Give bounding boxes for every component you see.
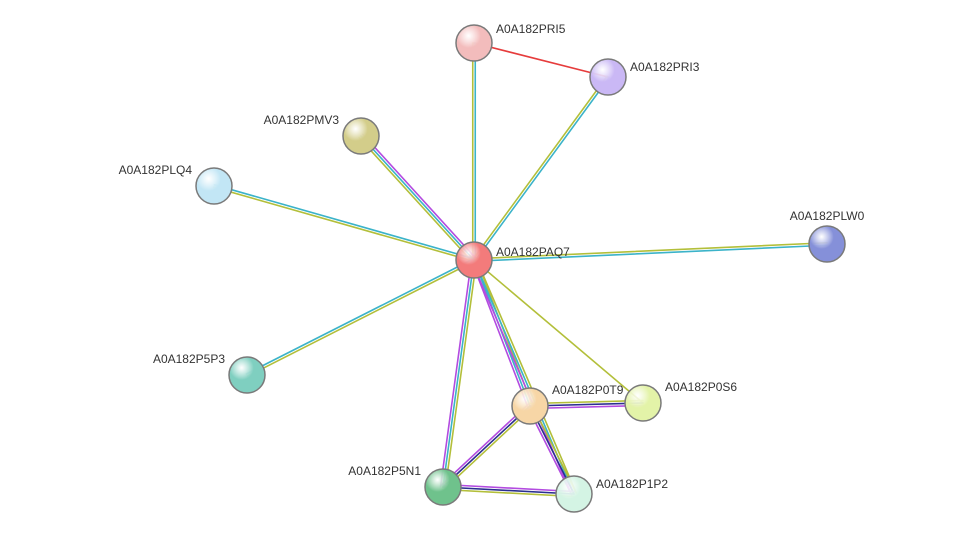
edge bbox=[361, 136, 474, 260]
edge bbox=[474, 43, 608, 77]
node-PLQ4[interactable] bbox=[196, 168, 232, 204]
node-label-P0T9: A0A182P0T9 bbox=[552, 383, 624, 397]
edge bbox=[248, 261, 475, 376]
node-PAQ7[interactable] bbox=[456, 242, 492, 278]
edge bbox=[473, 76, 607, 259]
node-P5P3[interactable] bbox=[229, 357, 265, 393]
edge bbox=[363, 134, 476, 258]
node-label-PRI5: A0A182PRI5 bbox=[496, 22, 566, 36]
edge bbox=[472, 261, 528, 407]
edge bbox=[445, 260, 476, 487]
edge bbox=[443, 260, 474, 487]
edge bbox=[359, 138, 472, 262]
node-P1P2[interactable] bbox=[556, 476, 592, 512]
node-label-P5P3: A0A182P5P3 bbox=[153, 352, 225, 366]
node-PRI3[interactable] bbox=[590, 59, 626, 95]
node-label-P5N1: A0A182P5N1 bbox=[348, 464, 421, 478]
edge bbox=[214, 187, 474, 261]
node-label-P1P2: A0A182P1P2 bbox=[596, 477, 668, 491]
node-P0S6[interactable] bbox=[625, 385, 661, 421]
node-P0T9[interactable] bbox=[512, 388, 548, 424]
node-label-P0S6: A0A182P0S6 bbox=[665, 380, 737, 394]
node-PLW0[interactable] bbox=[809, 226, 845, 262]
node-PRI5[interactable] bbox=[456, 25, 492, 61]
edge bbox=[475, 78, 609, 261]
nodes-layer bbox=[196, 25, 845, 512]
node-P5N1[interactable] bbox=[425, 469, 461, 505]
edge bbox=[476, 259, 576, 493]
network-diagram: A0A182PAQ7 A0A182PRI5 A0A182PRI3 A0A182PMV3… bbox=[0, 0, 975, 549]
edge bbox=[246, 259, 473, 374]
node-PMV3[interactable] bbox=[343, 118, 379, 154]
node-label-PLW0: A0A182PLW0 bbox=[790, 209, 865, 223]
node-label-PAQ7: A0A182PAQ7 bbox=[496, 245, 570, 259]
edge bbox=[441, 260, 472, 487]
node-label-PMV3: A0A182PMV3 bbox=[264, 113, 340, 127]
node-label-PRI3: A0A182PRI3 bbox=[630, 60, 700, 74]
node-label-PLQ4: A0A182PLQ4 bbox=[119, 163, 193, 177]
edges-layer bbox=[214, 43, 827, 497]
